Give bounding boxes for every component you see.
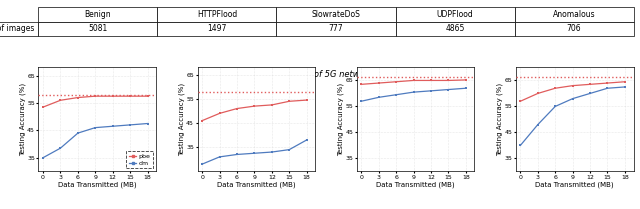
X-axis label: Data Transmitted (MB): Data Transmitted (MB) [58,181,137,188]
X-axis label: Data Transmitted (MB): Data Transmitted (MB) [535,181,614,188]
Y-axis label: Testing Accuracy (%): Testing Accuracy (%) [337,83,344,156]
Y-axis label: Testing Accuracy (%): Testing Accuracy (%) [179,83,185,156]
Text: Table 1: Summary of 5G network traffic images.: Table 1: Summary of 5G network traffic i… [236,70,436,79]
Y-axis label: Testing Accuracy (%): Testing Accuracy (%) [19,83,26,156]
X-axis label: Data Transmitted (MB): Data Transmitted (MB) [217,181,296,188]
Y-axis label: Testing Accuracy (%): Testing Accuracy (%) [497,83,503,156]
X-axis label: Data Transmitted (MB): Data Transmitted (MB) [376,181,455,188]
Legend: pbe, dm: pbe, dm [126,151,153,168]
